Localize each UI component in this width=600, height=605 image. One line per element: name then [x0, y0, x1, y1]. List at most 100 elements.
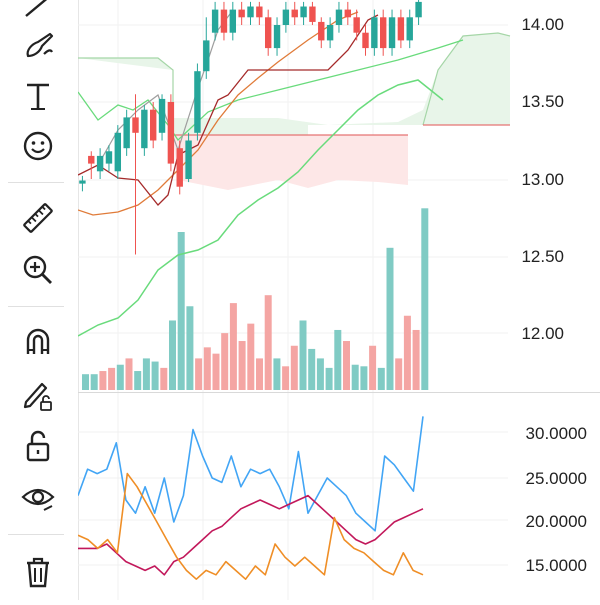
candlesticks [79, 0, 422, 255]
volume-bar [308, 348, 316, 390]
candle-body [335, 9, 343, 25]
di-minus-line [77, 472, 424, 581]
candle-body [379, 17, 387, 49]
lock-drawing-icon[interactable] [14, 372, 62, 416]
volume-bar [247, 323, 255, 390]
volume-bar [177, 232, 185, 390]
candle-body [229, 9, 237, 33]
candle-body [105, 151, 113, 164]
drawing-toolbar [0, 0, 79, 600]
candle-body [300, 6, 307, 18]
emoji-icon[interactable] [14, 124, 62, 168]
candle-body [318, 21, 325, 41]
volume-bar [151, 361, 159, 390]
volume-bar [256, 358, 263, 390]
volume-bar [108, 367, 116, 390]
volume-bar [343, 341, 350, 390]
volume-bars [82, 208, 429, 390]
candle-body [415, 1, 422, 18]
candle-body [176, 148, 183, 187]
volume-bar [351, 364, 359, 390]
price-axis-label: 12.50 [521, 247, 564, 266]
ruler-icon[interactable] [14, 196, 62, 240]
volume-bar [403, 315, 411, 390]
candle-body [158, 98, 166, 133]
chart-canvas[interactable] [77, 0, 600, 600]
candle-body [362, 32, 369, 49]
volume-bar [212, 353, 220, 390]
candle-body [344, 9, 352, 18]
toolbar-divider [8, 534, 64, 535]
volume-bar [116, 364, 124, 390]
indicator-axis-label: 30.0000 [525, 424, 587, 443]
candle-body [273, 25, 281, 49]
price-axis-label: 13.00 [521, 170, 564, 189]
volume-bar [412, 329, 420, 390]
volume-bar [169, 320, 176, 390]
volume-bar [360, 366, 368, 390]
adx-line [77, 416, 424, 532]
candle-body [388, 17, 396, 49]
indicator-axis-label: 20.0000 [525, 512, 587, 531]
price-axis-label: 13.50 [521, 92, 564, 111]
volume-bar [290, 345, 298, 390]
volume-bar [82, 374, 89, 390]
candle-body [309, 6, 316, 22]
candle-body [238, 9, 245, 18]
candle-body [397, 17, 405, 41]
candle-body [256, 6, 263, 18]
volume-bar [125, 358, 133, 390]
ma-line [77, 79, 444, 337]
volume-bar [369, 345, 377, 390]
indicator-axis-label: 15.0000 [525, 556, 587, 575]
pane-separator [78, 392, 600, 393]
candle-body [194, 71, 201, 133]
volume-bar [325, 367, 333, 390]
volume-bar [238, 341, 246, 390]
volume-bar [316, 358, 324, 390]
volume-bar [160, 367, 168, 390]
candle-body [371, 17, 378, 49]
candle-body [282, 9, 290, 25]
candle-body [123, 117, 130, 149]
chart-area[interactable] [77, 0, 600, 600]
unlock-icon[interactable] [14, 424, 62, 468]
candle-body [353, 17, 360, 33]
candle-body [114, 132, 122, 172]
volume-bar [186, 306, 194, 390]
cloud-bear-area [173, 135, 408, 190]
zoom-in-icon[interactable] [14, 248, 62, 292]
candle-body [88, 155, 95, 164]
text-icon[interactable] [14, 74, 62, 118]
candle-body [96, 155, 104, 172]
volume-bar [273, 358, 281, 390]
volume-bar [229, 303, 237, 390]
dmi-indicator [77, 416, 424, 581]
price-axis-label: 14.00 [521, 15, 564, 34]
volume-bar [395, 358, 403, 390]
volume-bar [386, 247, 394, 390]
candle-body [247, 6, 254, 18]
volume-bar [221, 333, 229, 390]
candle-body [203, 40, 210, 72]
candle-body [211, 9, 219, 33]
volume-bar [264, 295, 272, 390]
di-plus-line [78, 494, 424, 576]
price-axis-label: 12.00 [521, 324, 564, 343]
candle-body [167, 102, 175, 164]
eye-icon[interactable] [14, 476, 62, 520]
volume-bar [421, 208, 429, 390]
trash-icon[interactable] [14, 550, 62, 594]
candle-body [141, 109, 148, 149]
ma-line [77, 39, 464, 141]
ma-line [77, 11, 359, 216]
ma-line [77, 14, 379, 206]
magnet-icon[interactable] [14, 320, 62, 364]
line-tool-icon[interactable] [14, 0, 62, 26]
brush-icon[interactable] [14, 24, 62, 68]
candle-body [79, 180, 86, 184]
cloud-edge [422, 32, 511, 126]
indicator-axis-label: 25.0000 [525, 469, 587, 488]
candle-body [132, 117, 139, 133]
volume-bar [299, 320, 307, 390]
